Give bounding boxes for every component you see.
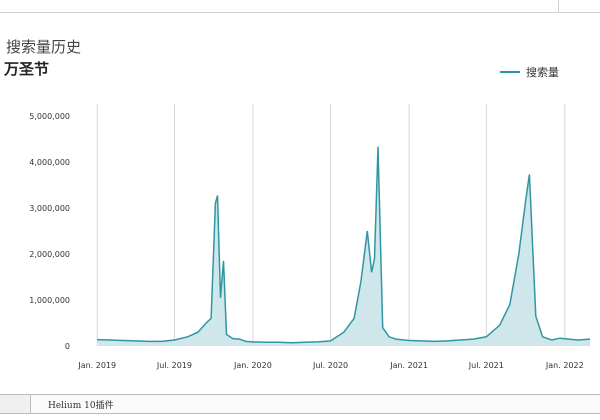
x-tick-label: Jul. 2021: [468, 361, 504, 370]
y-tick-label: 1,000,000: [29, 296, 70, 305]
footer-bar: Helium 10插件: [0, 394, 600, 414]
y-tick-label: 4,000,000: [29, 158, 70, 167]
chart-subtitle: 万圣节: [4, 60, 50, 78]
x-tick-label: Jul. 2019: [156, 361, 192, 370]
x-tick-label: Jul. 2020: [312, 361, 348, 370]
x-tick-label: Jan. 2022: [545, 361, 584, 370]
footer-text: Helium 10插件: [48, 401, 114, 411]
x-tick-label: Jan. 2020: [233, 361, 272, 370]
footer-cell: [0, 395, 31, 413]
top-cell-border: [558, 0, 559, 12]
series-area: [97, 146, 590, 346]
legend-label: 搜索量: [526, 66, 559, 79]
y-axis-ticks: 0 1,000,000 2,000,000 3,000,000 4,000,000 5,0…: [29, 112, 70, 351]
series-line: [97, 146, 591, 344]
top-divider: [0, 12, 600, 13]
legend-line-swatch: [500, 71, 520, 73]
y-tick-label: 2,000,000: [29, 250, 70, 259]
x-tick-label: Jan. 2021: [389, 361, 428, 370]
chart-svg: 0 1,000,000 2,000,000 3,000,000 4,000,000 5,0…: [29, 104, 591, 370]
x-tick-label: Jan. 2019: [77, 361, 116, 370]
x-axis-ticks: Jan. 2019 Jul. 2019 Jan. 2020 Jul. 2020 Jan.…: [77, 361, 583, 370]
y-tick-label: 0: [65, 342, 70, 351]
chart-title: 搜索量历史: [6, 38, 82, 56]
y-tick-label: 5,000,000: [29, 112, 70, 121]
y-tick-label: 3,000,000: [29, 204, 70, 213]
grid-lines: [96, 104, 566, 346]
legend[interactable]: 搜索量: [500, 64, 559, 80]
